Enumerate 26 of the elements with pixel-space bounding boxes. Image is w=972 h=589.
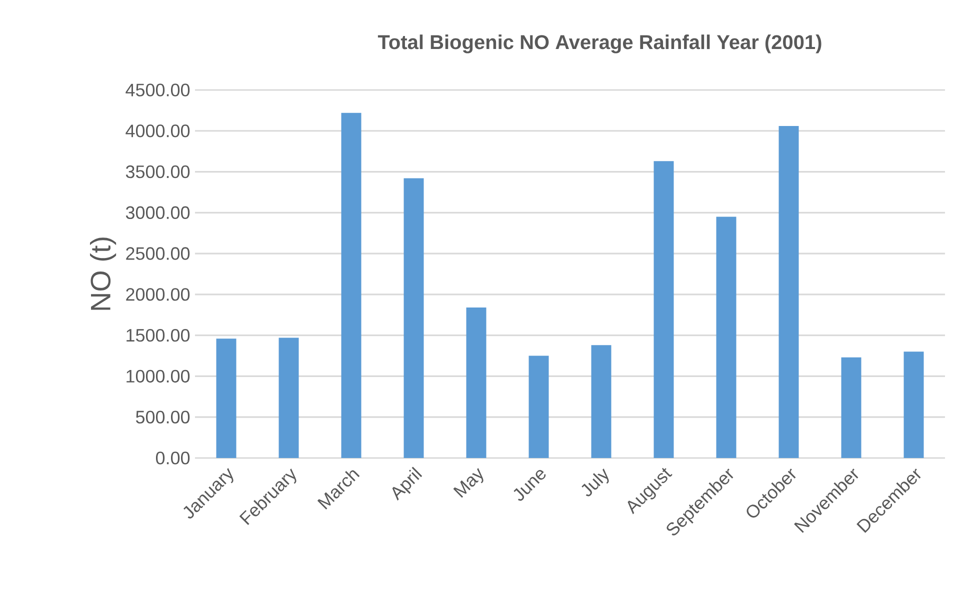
y-tick-label: 500.00 [136, 410, 190, 424]
bar [778, 126, 799, 458]
bar [716, 216, 736, 458]
bar [654, 161, 674, 458]
y-tick-label: 4000.00 [126, 124, 190, 138]
y-tick-label: 4500.00 [126, 84, 190, 96]
bar [528, 356, 549, 458]
bar [841, 357, 862, 458]
y-tick-label: 1000.00 [126, 370, 190, 383]
y-tick-label: 2000.00 [126, 288, 190, 301]
bar [904, 352, 924, 458]
chart-title: Total Biogenic NO Average Rainfall Year (2001) [378, 34, 822, 54]
bar [466, 308, 486, 458]
bar [278, 338, 299, 458]
y-tick-label: 1500.00 [126, 328, 190, 342]
y-tick-label: 3000.00 [126, 206, 190, 220]
y-axis-title: NO (t) [90, 238, 116, 310]
bar [591, 345, 612, 458]
bar [216, 338, 236, 458]
y-tick-label: 3500.00 [126, 165, 190, 178]
x-tick-label: July [582, 468, 609, 496]
x-tick-label: May [453, 468, 484, 498]
bar [341, 112, 362, 458]
y-tick-label: 0.00 [156, 452, 190, 464]
y-tick-label: 2500.00 [126, 247, 190, 260]
bar [404, 178, 424, 458]
